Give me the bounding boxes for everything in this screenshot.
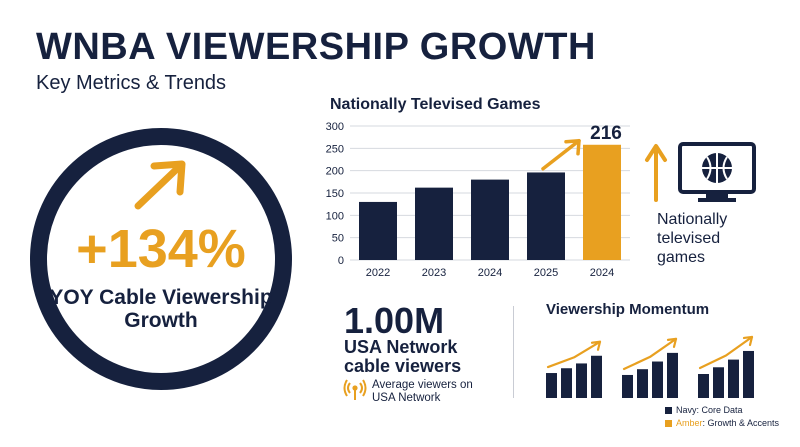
y-tick-label: 150 bbox=[326, 188, 344, 200]
divider bbox=[513, 306, 514, 398]
page-title: WNBA VIEWERSHIP GROWTH bbox=[36, 26, 596, 68]
momentum-bar bbox=[667, 352, 678, 398]
x-tick-label: 2023 bbox=[422, 267, 446, 279]
bar-highlight bbox=[583, 144, 621, 260]
trend-arrowhead bbox=[564, 139, 581, 156]
momentum-bar bbox=[561, 368, 572, 398]
legend-item-amber: Amber: Growth & Accents bbox=[665, 418, 779, 428]
momentum-arrowhead bbox=[666, 337, 678, 348]
legend-swatch-navy bbox=[665, 407, 672, 415]
y-tick-label: 100 bbox=[326, 210, 344, 222]
legend-prefix-navy: Navy bbox=[676, 405, 697, 415]
momentum-bar bbox=[576, 363, 587, 398]
trend-arrow bbox=[541, 139, 581, 171]
bar-data-label: 216 bbox=[590, 123, 622, 144]
legend-prefix-amber: Amber bbox=[676, 418, 703, 428]
momentum-charts bbox=[546, 335, 754, 398]
tv-panel-label: Nationally televised games bbox=[657, 211, 728, 266]
growth-label: YOY Cable Viewership Growth bbox=[49, 286, 273, 332]
y-tick-label: 300 bbox=[326, 121, 344, 133]
momentum-bar bbox=[652, 361, 663, 398]
momentum-title: Viewership Momentum bbox=[546, 301, 710, 318]
momentum-arrowhead bbox=[742, 335, 754, 347]
momentum-trend-line bbox=[546, 340, 602, 369]
tv-basketball-icon bbox=[645, 142, 756, 202]
page-subtitle: Key Metrics & Trends bbox=[36, 72, 227, 94]
x-tick-label: 2025 bbox=[534, 267, 558, 279]
momentum-bar bbox=[713, 367, 724, 398]
broadcast-icon bbox=[343, 379, 367, 400]
momentum-arrowhead bbox=[590, 340, 602, 351]
metric-label: USA Network cable viewers bbox=[344, 337, 462, 376]
growth-arrow-icon bbox=[134, 160, 186, 210]
momentum-bar bbox=[546, 373, 557, 398]
x-tick-label: 2024 bbox=[590, 267, 614, 279]
y-tick-label: 50 bbox=[332, 233, 344, 245]
y-tick-label: 250 bbox=[326, 143, 344, 155]
bar bbox=[415, 187, 453, 260]
metric-value: 1.00M bbox=[344, 300, 445, 341]
metric-note: Average viewers on USA Network bbox=[372, 379, 473, 404]
televised-games-chart: 0 50 100 150 200 250 300 2022 2023 2024 2025 2024 21… bbox=[326, 121, 630, 279]
bar bbox=[527, 172, 565, 260]
momentum-bar bbox=[591, 355, 602, 398]
momentum-bar bbox=[743, 350, 754, 398]
momentum-bar bbox=[637, 369, 648, 398]
momentum-bar bbox=[698, 374, 709, 398]
legend-text-amber: : Growth & Accents bbox=[702, 418, 780, 428]
momentum-trend-line bbox=[698, 335, 754, 370]
momentum-trend-line bbox=[622, 337, 678, 371]
bar bbox=[471, 179, 509, 260]
growth-percent: +134% bbox=[76, 219, 246, 279]
x-tick-label: 2022 bbox=[366, 267, 390, 279]
chart-title: Nationally Televised Games bbox=[330, 96, 541, 113]
momentum-bar bbox=[622, 374, 633, 398]
y-tick-label: 0 bbox=[338, 255, 344, 267]
momentum-bar bbox=[728, 359, 739, 398]
legend-swatch-amber bbox=[665, 420, 672, 428]
legend-text-navy: : Core Data bbox=[696, 405, 743, 415]
x-tick-label: 2024 bbox=[478, 267, 502, 279]
y-tick-label: 200 bbox=[326, 166, 344, 178]
bar bbox=[359, 201, 397, 260]
legend-item-navy: Navy: Core Data bbox=[665, 405, 743, 415]
